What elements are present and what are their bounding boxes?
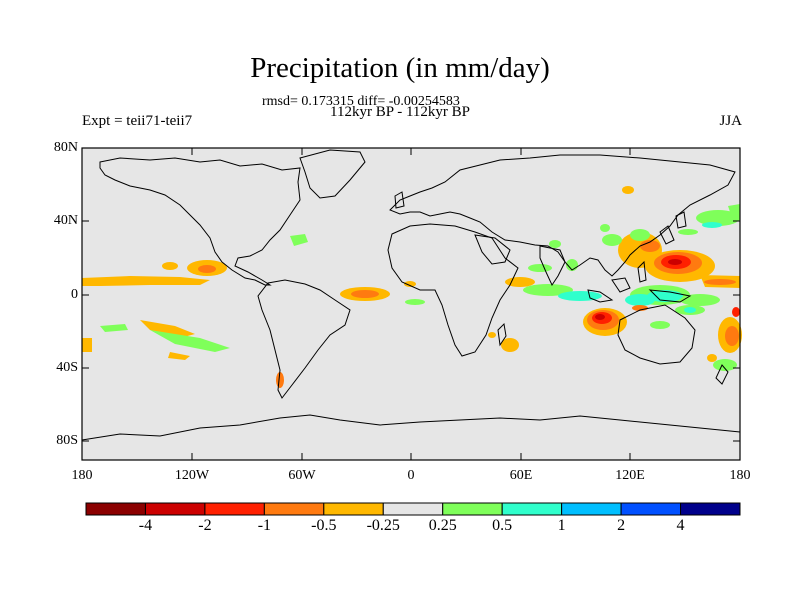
colorbar-label: 0.5 [492, 517, 513, 534]
axis-ticks [81, 147, 741, 460]
stats-text: rmsd= 0.173315 diff= -0.00254583 [262, 94, 460, 109]
coastlines [81, 149, 741, 441]
colorbar [85, 502, 741, 516]
colorbar-swatch [204, 502, 265, 516]
colorbar-swatch [561, 502, 622, 516]
colorbar-label: 4 [676, 517, 685, 534]
lat-label: 80N [53, 140, 78, 155]
lon-label: 120E [615, 468, 645, 483]
lon-label: 180 [71, 468, 93, 483]
colorbar-swatch [144, 502, 206, 516]
colorbar-label: -1 [257, 517, 272, 534]
chart-title: Precipitation (in mm/day) [250, 52, 550, 84]
colorbar-swatch [680, 502, 741, 516]
lon-label: 180 [729, 468, 751, 483]
anomaly-patches [82, 186, 742, 388]
colorbar-swatch [382, 502, 444, 516]
colorbar-swatch [501, 502, 563, 516]
lon-label: 60W [288, 468, 316, 483]
colorbar-label: -2 [198, 517, 212, 534]
season-label: JJA [719, 113, 742, 129]
period-text: 112kyr BP - 112kyr BP [330, 104, 471, 120]
colorbar-swatch [620, 502, 682, 516]
lat-label: 80S [56, 433, 78, 448]
lat-label: 40N [53, 213, 78, 228]
colorbar-swatch [442, 502, 503, 516]
experiment-label: Expt = teii71-teii7 [82, 113, 193, 129]
colorbar-label: -4 [138, 517, 153, 534]
colorbar-label: -0.5 [311, 517, 337, 534]
lat-label: 0 [71, 287, 78, 302]
colorbar-label: 2 [617, 517, 626, 534]
colorbar-label: -0.25 [366, 517, 400, 534]
colorbar-label: 1 [557, 517, 566, 534]
colorbar-swatch [323, 502, 384, 516]
lon-label: 60E [509, 468, 533, 483]
lat-label: 40S [56, 360, 78, 375]
lon-label: 0 [407, 468, 415, 483]
colorbar-swatch [85, 502, 146, 516]
lon-label: 120W [174, 468, 210, 483]
colorbar-label: 0.25 [428, 517, 457, 534]
colorbar-swatch [263, 502, 325, 516]
